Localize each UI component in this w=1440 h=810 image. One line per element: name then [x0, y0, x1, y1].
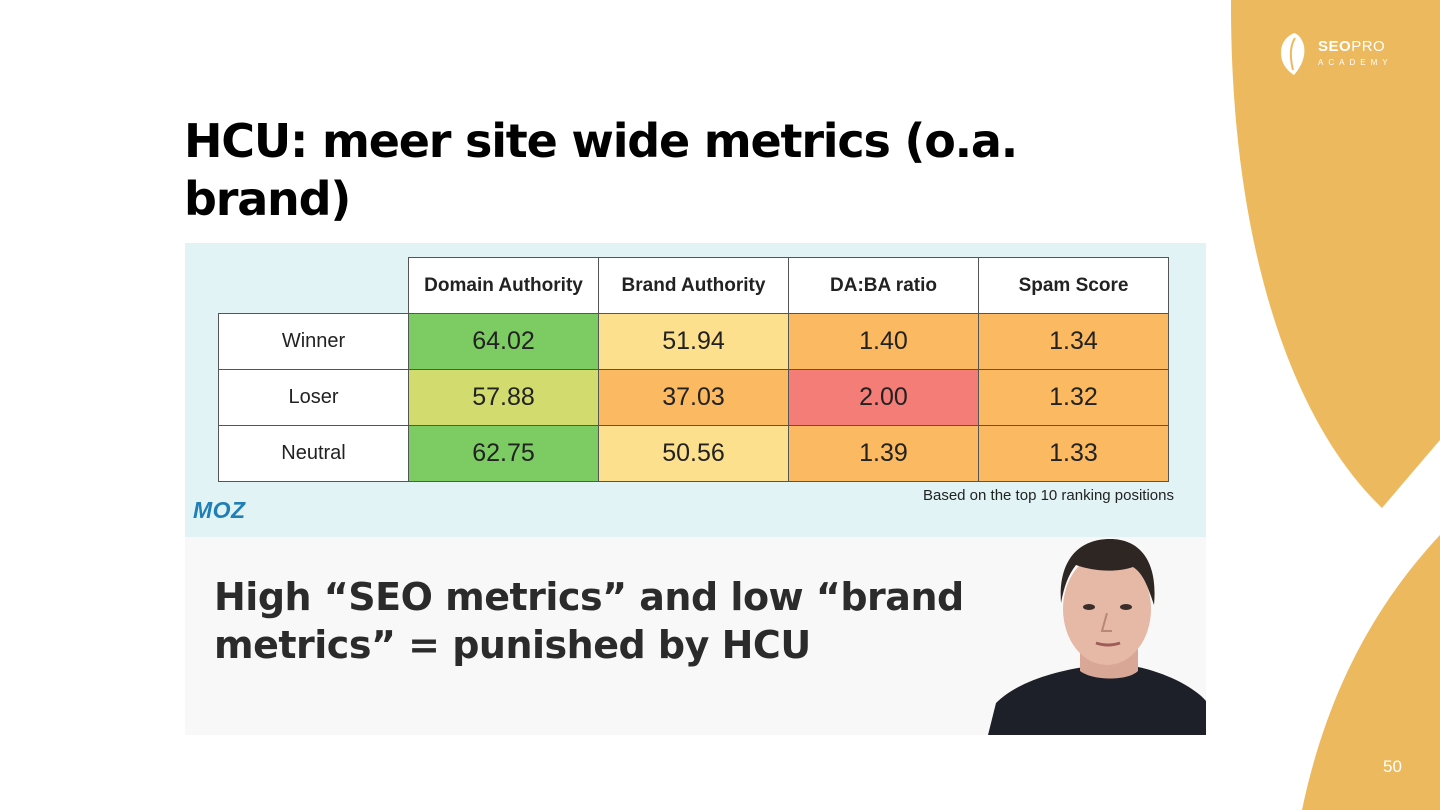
table-row: Neutral 62.75 50.56 1.39 1.33 — [218, 425, 1169, 482]
nose — [1100, 612, 1112, 632]
sweater — [988, 667, 1206, 735]
table-cell: 1.34 — [978, 313, 1169, 370]
table-cell: 2.00 — [788, 369, 979, 426]
mouth — [1095, 641, 1121, 647]
table-row: Loser 57.88 37.03 2.00 1.32 — [218, 369, 1169, 426]
table-footnote: Based on the top 10 ranking positions — [922, 487, 1174, 504]
slide-title: HCU: meer site wide metrics (o.a. brand) — [184, 114, 1018, 226]
header-spam-score: Spam Score — [978, 257, 1169, 314]
table-cell: 64.02 — [408, 313, 599, 370]
face — [1063, 553, 1151, 665]
header-corner — [219, 258, 409, 314]
embedded-image: Domain Authority Brand Authority DA:BA r… — [185, 243, 1206, 735]
page-number: 50 — [1383, 757, 1402, 776]
row-label: Neutral — [218, 425, 409, 482]
table-cell: 1.39 — [788, 425, 979, 482]
table-cell: 37.03 — [598, 369, 789, 426]
brand-logo: SEOPRO ACADEMY — [1278, 32, 1408, 78]
table-cell: 1.33 — [978, 425, 1169, 482]
left-eye — [1083, 604, 1095, 610]
leaf-logo-icon — [1281, 33, 1305, 75]
table-cell: 1.32 — [978, 369, 1169, 426]
table-cell: 51.94 — [598, 313, 789, 370]
table-cell: 50.56 — [598, 425, 789, 482]
table-cell: 1.40 — [788, 313, 979, 370]
metrics-table: Domain Authority Brand Authority DA:BA r… — [218, 257, 1169, 482]
brand-name: SEOPRO — [1318, 38, 1386, 55]
person-photo — [988, 539, 1206, 735]
row-label: Loser — [218, 369, 409, 426]
accent-shape-bottom — [1302, 535, 1440, 810]
hair — [1060, 539, 1155, 605]
quote-text: High “SEO metrics” and low “brand metric… — [214, 575, 964, 667]
table-cell: 57.88 — [408, 369, 599, 426]
right-eye — [1120, 604, 1132, 610]
header-da-ba-ratio: DA:BA ratio — [788, 257, 979, 314]
accent-shape-top — [1230, 0, 1440, 508]
moz-logo: MOZ — [193, 497, 246, 523]
row-label: Winner — [218, 313, 409, 370]
brand-tagline: ACADEMY — [1318, 58, 1393, 67]
header-brand-authority: Brand Authority — [598, 257, 789, 314]
table-header-row: Domain Authority Brand Authority DA:BA r… — [219, 257, 1169, 314]
table-row: Winner 64.02 51.94 1.40 1.34 — [218, 313, 1169, 370]
table-cell: 62.75 — [408, 425, 599, 482]
header-domain-authority: Domain Authority — [408, 257, 599, 314]
table-background: Domain Authority Brand Authority DA:BA r… — [185, 243, 1206, 537]
